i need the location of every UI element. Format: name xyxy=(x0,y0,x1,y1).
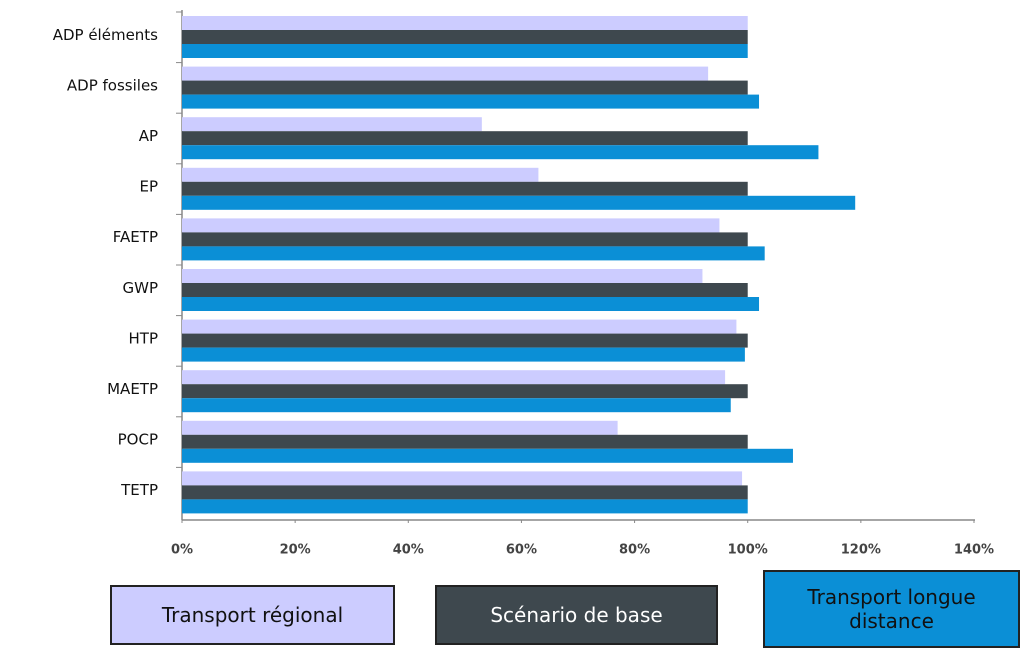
x-tick-label: 20% xyxy=(280,543,311,558)
bar xyxy=(182,398,731,413)
bar xyxy=(182,297,760,311)
y-tick-label: TETP xyxy=(120,481,158,499)
bar xyxy=(182,167,539,182)
bar xyxy=(182,131,748,146)
bar xyxy=(182,499,748,514)
x-tick-label: 80% xyxy=(619,543,650,558)
legend-entry: Transport longue distance xyxy=(763,570,1020,648)
bar xyxy=(182,195,856,210)
y-tick-label: GWP xyxy=(122,279,158,297)
y-tick-label: AP xyxy=(139,127,158,145)
y-tick-label: MAETP xyxy=(107,380,158,398)
bar xyxy=(182,80,748,95)
bar xyxy=(182,333,748,348)
y-tick-label: ADP fossiles xyxy=(67,76,158,94)
bar xyxy=(182,384,748,399)
bar xyxy=(182,30,748,44)
x-tick-label: 120% xyxy=(841,543,881,558)
legend-entry: Transport régional xyxy=(110,585,395,645)
y-tick-label: HTP xyxy=(129,329,159,347)
x-tick-label: 60% xyxy=(506,543,537,558)
x-tick-label: 40% xyxy=(393,543,424,558)
y-tick-label: EP xyxy=(139,178,158,196)
bar xyxy=(182,319,737,334)
x-tick-label: 140% xyxy=(954,543,994,558)
bar xyxy=(182,448,793,463)
legend-entry: Scénario de base xyxy=(435,585,718,645)
bar xyxy=(182,269,703,283)
bar xyxy=(182,283,748,297)
bar xyxy=(182,434,748,449)
bar xyxy=(182,181,748,196)
bar xyxy=(182,117,482,132)
bar xyxy=(182,16,748,30)
bar xyxy=(182,347,745,362)
bar xyxy=(182,218,720,233)
bar xyxy=(182,420,618,435)
bar xyxy=(182,94,760,109)
y-tick-label: ADP éléments xyxy=(53,26,158,44)
bar xyxy=(182,370,726,385)
bar xyxy=(182,471,743,486)
x-tick-label: 100% xyxy=(728,543,768,558)
y-tick-label: FAETP xyxy=(113,228,158,246)
x-tick-label: 0% xyxy=(171,543,193,558)
bar xyxy=(182,66,709,81)
bar xyxy=(182,246,765,261)
bar xyxy=(182,485,748,500)
bar xyxy=(182,44,748,58)
bar xyxy=(182,232,748,247)
y-tick-label: POCP xyxy=(118,431,158,449)
bar xyxy=(182,145,819,160)
